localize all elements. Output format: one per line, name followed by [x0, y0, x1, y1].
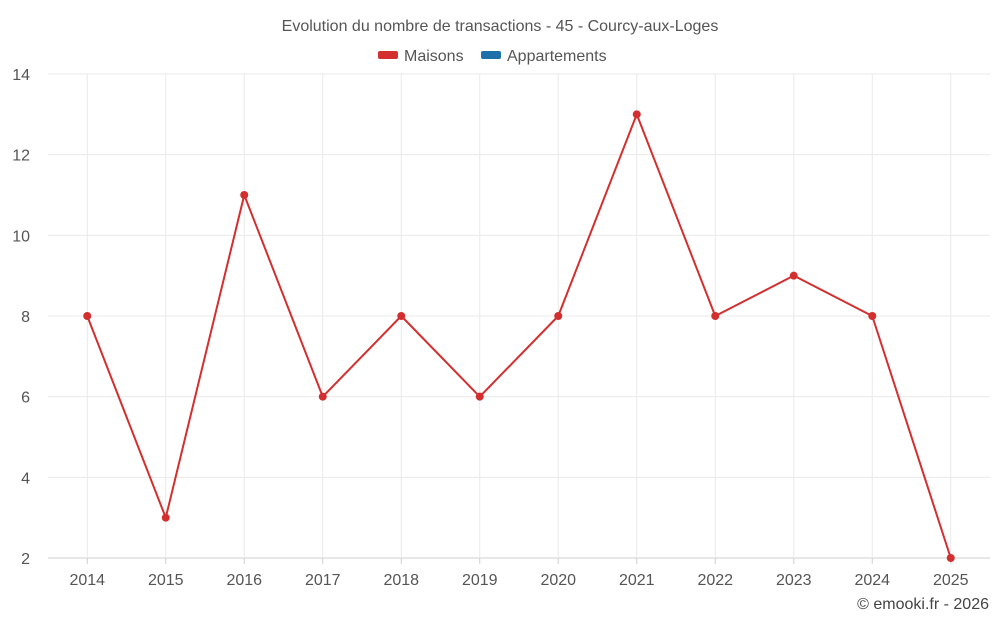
data-point-maisons-2014[interactable] — [83, 312, 92, 320]
data-point-maisons-2019[interactable] — [475, 392, 484, 401]
credit-text: © emooki.fr - 2026 — [857, 596, 989, 613]
x-tick-label: 2017 — [305, 572, 341, 589]
data-point-maisons-2022[interactable] — [711, 312, 720, 320]
data-point-maisons-2023[interactable] — [789, 271, 798, 280]
y-tick-label: 6 — [21, 390, 30, 407]
x-tick-label: 2022 — [697, 572, 733, 589]
x-tick-label: 2014 — [69, 572, 105, 589]
data-point-maisons-2025[interactable] — [946, 554, 955, 562]
x-tick-label: 2021 — [619, 572, 655, 589]
data-point-maisons-2020[interactable] — [554, 312, 563, 320]
y-tick-label: 12 — [12, 148, 30, 165]
x-tick-label: 2019 — [462, 572, 498, 589]
y-tick-label: 2 — [21, 551, 30, 568]
data-point-maisons-2018[interactable] — [397, 312, 406, 320]
data-point-maisons-2021[interactable] — [632, 110, 641, 119]
data-point-maisons-2015[interactable] — [161, 513, 170, 522]
y-tick-label: 10 — [12, 228, 30, 245]
y-tick-label: 14 — [12, 67, 30, 84]
legend-item-appartements[interactable]: Appartements — [481, 48, 607, 65]
x-tick-label: 2024 — [854, 572, 890, 589]
x-tick-label: 2020 — [540, 572, 576, 589]
series-layer — [83, 110, 955, 562]
x-tick-label: 2016 — [226, 572, 262, 589]
x-tick-label: 2018 — [383, 572, 419, 589]
data-point-maisons-2016[interactable] — [240, 191, 249, 199]
series-line-maisons — [86, 113, 952, 559]
x-tick-label: 2023 — [776, 572, 812, 589]
data-point-maisons-2024[interactable] — [868, 312, 877, 320]
legend-swatch-appartements — [481, 51, 501, 59]
x-tick-label: 2025 — [933, 572, 969, 589]
legend-swatch-maisons — [378, 51, 398, 59]
legend-label-maisons: Maisons — [404, 48, 464, 65]
chart-title: Evolution du nombre de transactions - 45… — [282, 18, 719, 35]
x-tick-label: 2015 — [148, 572, 184, 589]
x-axis-ticks: 2014 2015 2016 2017 2018 2019 2020 2021 2022 2023… — [69, 558, 969, 589]
legend-label-appartements: Appartements — [507, 48, 607, 65]
legend: Maisons Appartements — [378, 48, 607, 65]
y-axis-ticks: 2 4 6 8 10 12 14 — [12, 67, 30, 568]
legend-item-maisons[interactable]: Maisons — [378, 48, 464, 65]
gridlines — [48, 73, 990, 559]
y-tick-label: 8 — [21, 309, 30, 326]
data-point-maisons-2017[interactable] — [318, 392, 327, 401]
y-tick-label: 4 — [21, 470, 30, 487]
